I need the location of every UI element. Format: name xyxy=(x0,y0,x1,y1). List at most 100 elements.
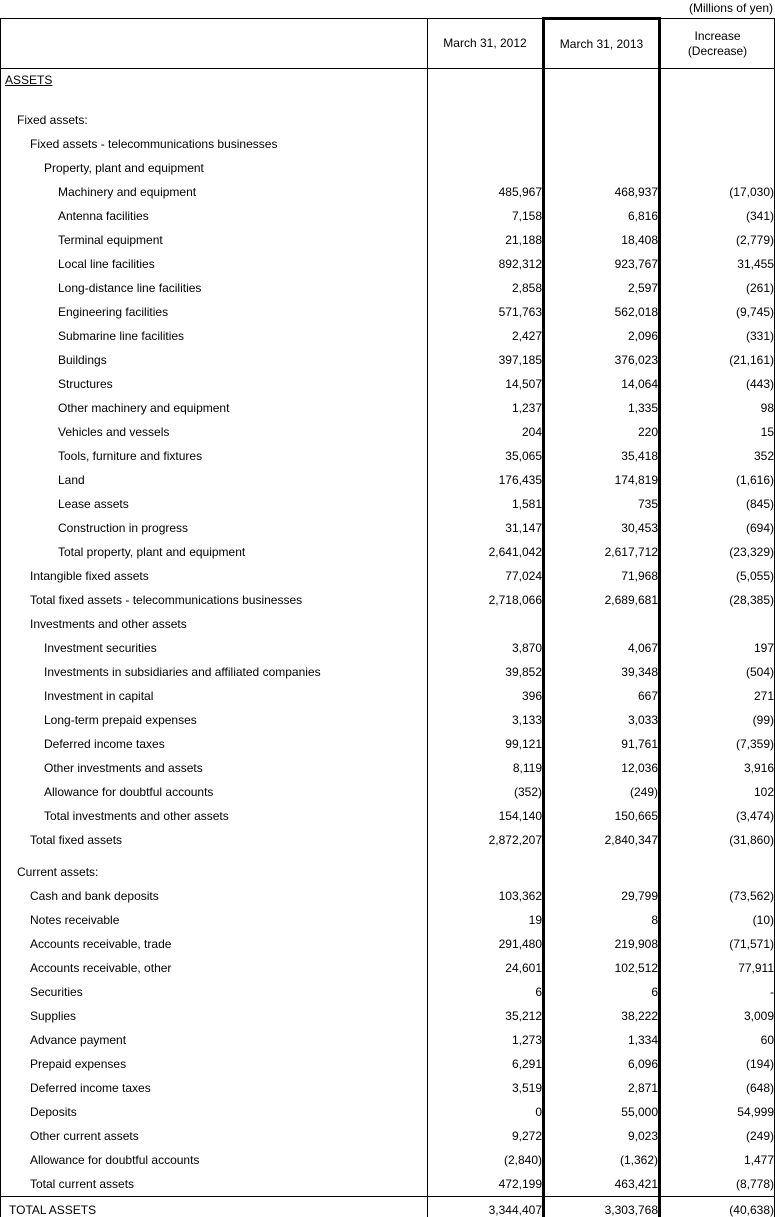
value-increase-cell xyxy=(659,612,775,636)
table-row: Allowance for doubtful accounts (2,840) … xyxy=(1,1148,775,1172)
value-2012-cell: 472,199 xyxy=(427,1172,544,1197)
value-2012-cell: 1,581 xyxy=(427,492,544,516)
value-2013-cell xyxy=(542,156,661,180)
row-label-cell: Total property, plant and equipment xyxy=(1,540,428,564)
value-increase-cell: (845) xyxy=(659,492,775,516)
row-label: Terminal equipment xyxy=(58,233,163,247)
row-label-cell: Other machinery and equipment xyxy=(1,396,428,420)
value-increase-cell: (17,030) xyxy=(659,180,775,204)
value-2012-cell xyxy=(427,108,544,132)
value-2013-cell: 3,033 xyxy=(542,708,661,732)
row-label: Deposits xyxy=(30,1105,77,1119)
table-row: Submarine line facilities 2,427 2,096 (3… xyxy=(1,324,775,348)
value-2013-cell: 102,512 xyxy=(542,956,661,980)
row-label-cell: Other current assets xyxy=(1,1124,428,1148)
value-increase-cell: (1,616) xyxy=(659,468,775,492)
value-increase-cell: 271 xyxy=(659,684,775,708)
row-label: Accounts receivable, other xyxy=(30,961,172,975)
row-label-cell: Prepaid expenses xyxy=(1,1052,428,1076)
table-row: Investments in subsidiaries and affiliat… xyxy=(1,660,775,684)
table-body: ASSETS Fixed assets: Fixed assets - tele… xyxy=(0,68,775,1217)
value-increase-cell xyxy=(659,132,775,156)
value-2012-cell xyxy=(427,612,544,636)
value-2012-cell: 485,967 xyxy=(427,180,544,204)
row-label: Total investments and other assets xyxy=(44,809,229,823)
value-increase-cell: (73,562) xyxy=(659,884,775,908)
row-label-cell: ASSETS xyxy=(1,69,428,98)
value-increase-cell: (5,055) xyxy=(659,564,775,588)
value-increase-cell: (331) xyxy=(659,324,775,348)
header-col-march-2013: March 31, 2013 xyxy=(542,17,661,69)
row-label-cell: Intangible fixed assets xyxy=(1,564,428,588)
value-2012-cell: 24,601 xyxy=(427,956,544,980)
value-2012-cell: 2,427 xyxy=(427,324,544,348)
table-row: Deferred income taxes 3,519 2,871 (648) xyxy=(1,1076,775,1100)
row-label-cell: Deferred income taxes xyxy=(1,732,428,756)
row-label: Deferred income taxes xyxy=(30,1081,151,1095)
value-2013-cell: 735 xyxy=(542,492,661,516)
row-label-cell: Tools, furniture and fixtures xyxy=(1,444,428,468)
value-2013-cell: 174,819 xyxy=(542,468,661,492)
table-row: Deposits 0 55,000 54,999 xyxy=(1,1100,775,1124)
value-2012-cell: 396 xyxy=(427,684,544,708)
value-2013-cell: 39,348 xyxy=(542,660,661,684)
table-row: Land 176,435 174,819 (1,616) xyxy=(1,468,775,492)
table-row: Long-term prepaid expenses 3,133 3,033 (… xyxy=(1,708,775,732)
row-label: Total current assets xyxy=(30,1177,135,1191)
value-2012-cell: 8,119 xyxy=(427,756,544,780)
value-increase-cell xyxy=(659,108,775,132)
value-2012-cell: 103,362 xyxy=(427,884,544,908)
value-2012-cell: 35,212 xyxy=(427,1004,544,1028)
row-label: Other investments and assets xyxy=(44,761,203,775)
row-label-cell: Advance payment xyxy=(1,1028,428,1052)
value-increase-cell: (194) xyxy=(659,1052,775,1076)
value-increase-cell xyxy=(659,68,775,97)
row-label: TOTAL ASSETS xyxy=(9,1202,97,1217)
row-label: Supplies xyxy=(30,1009,77,1023)
value-2013-cell: 91,761 xyxy=(542,732,661,756)
value-2012-cell: 3,344,407 xyxy=(427,1196,544,1217)
table-row: Prepaid expenses 6,291 6,096 (194) xyxy=(1,1052,775,1076)
table-row: Buildings 397,185 376,023 (21,161) xyxy=(1,348,775,372)
value-increase-cell: (648) xyxy=(659,1076,775,1100)
row-label: Advance payment xyxy=(30,1033,127,1047)
value-2013-cell xyxy=(542,108,661,132)
balance-sheet-table: March 31, 2012 March 31, 2013 Increase (… xyxy=(0,17,775,1217)
value-increase-cell: 3,009 xyxy=(659,1004,775,1028)
table-row: Total property, plant and equipment 2,64… xyxy=(1,540,775,564)
header-col-march-2012: March 31, 2012 xyxy=(427,18,544,69)
row-label-cell: Other investments and assets xyxy=(1,756,428,780)
value-increase-cell: (504) xyxy=(659,660,775,684)
table-row: Long-distance line facilities 2,858 2,59… xyxy=(1,276,775,300)
value-2013-cell xyxy=(542,68,661,97)
value-increase-cell: (99) xyxy=(659,708,775,732)
table-row: Machinery and equipment 485,967 468,937 … xyxy=(1,180,775,204)
value-2013-cell: 12,036 xyxy=(542,756,661,780)
table-row: Cash and bank deposits 103,362 29,799 (7… xyxy=(1,884,775,908)
table-row: Current assets: xyxy=(1,860,775,884)
table-row: Local line facilities 892,312 923,767 31… xyxy=(1,252,775,276)
row-label: ASSETS xyxy=(5,73,53,87)
value-increase-cell: (261) xyxy=(659,276,775,300)
row-label: Structures xyxy=(58,377,113,391)
table-row: Fixed assets - telecommunications busine… xyxy=(1,132,775,156)
value-2012-cell: (352) xyxy=(427,780,544,804)
value-2013-cell: (249) xyxy=(542,780,661,804)
table-row: ASSETS xyxy=(1,68,775,98)
table-row: Other machinery and equipment 1,237 1,33… xyxy=(1,396,775,420)
value-2012-cell: 35,065 xyxy=(427,444,544,468)
row-label-cell: Vehicles and vessels xyxy=(1,420,428,444)
value-2013-cell: 463,421 xyxy=(542,1172,661,1197)
value-2012-cell: 7,158 xyxy=(427,204,544,228)
table-row: Other current assets 9,272 9,023 (249) xyxy=(1,1124,775,1148)
row-label-cell: Total investments and other assets xyxy=(1,804,428,828)
value-2012-cell: 2,641,042 xyxy=(427,540,544,564)
table-row: Total fixed assets 2,872,207 2,840,347 (… xyxy=(1,828,775,852)
units-note: (Millions of yen) xyxy=(688,1,773,15)
row-label-cell: Local line facilities xyxy=(1,252,428,276)
value-2013-cell: 2,617,712 xyxy=(542,540,661,564)
value-2012-cell: 99,121 xyxy=(427,732,544,756)
value-2012-cell: 176,435 xyxy=(427,468,544,492)
row-label-cell: Investment in capital xyxy=(1,684,428,708)
